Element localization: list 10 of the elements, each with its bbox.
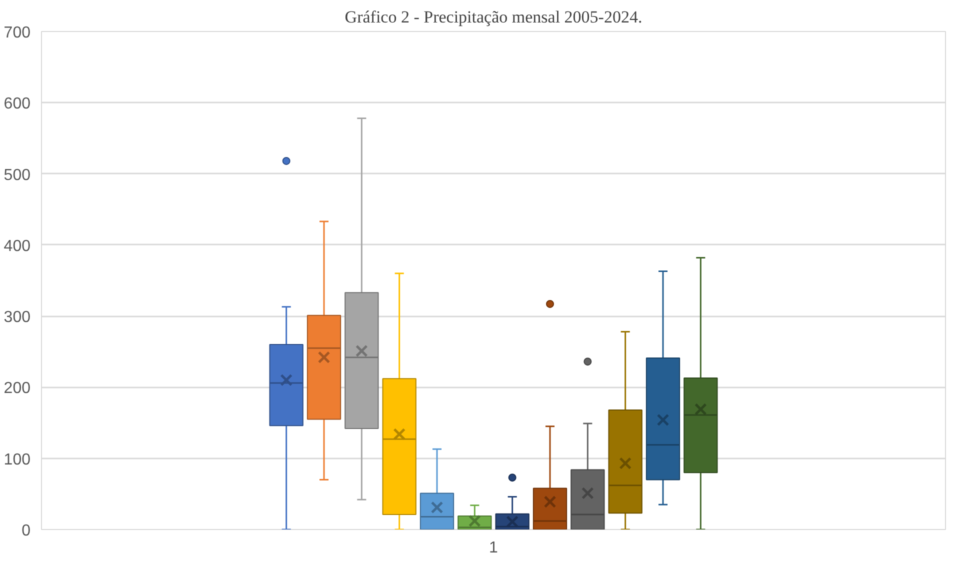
chart-title: Gráfico 2 - Precipitação mensal 2005-2024. bbox=[344, 8, 642, 26]
y-tick-label: 700 bbox=[4, 24, 31, 42]
y-tick-label: 400 bbox=[4, 238, 31, 255]
y-tick-label: 0 bbox=[22, 522, 31, 540]
y-tick-label: 500 bbox=[4, 166, 31, 184]
x-tick-label: 1 bbox=[489, 540, 498, 556]
y-tick-label: 100 bbox=[4, 451, 31, 468]
y-tick-label: 200 bbox=[4, 380, 31, 398]
y-tick-label: 600 bbox=[4, 96, 31, 113]
y-tick-label: 300 bbox=[4, 309, 31, 326]
